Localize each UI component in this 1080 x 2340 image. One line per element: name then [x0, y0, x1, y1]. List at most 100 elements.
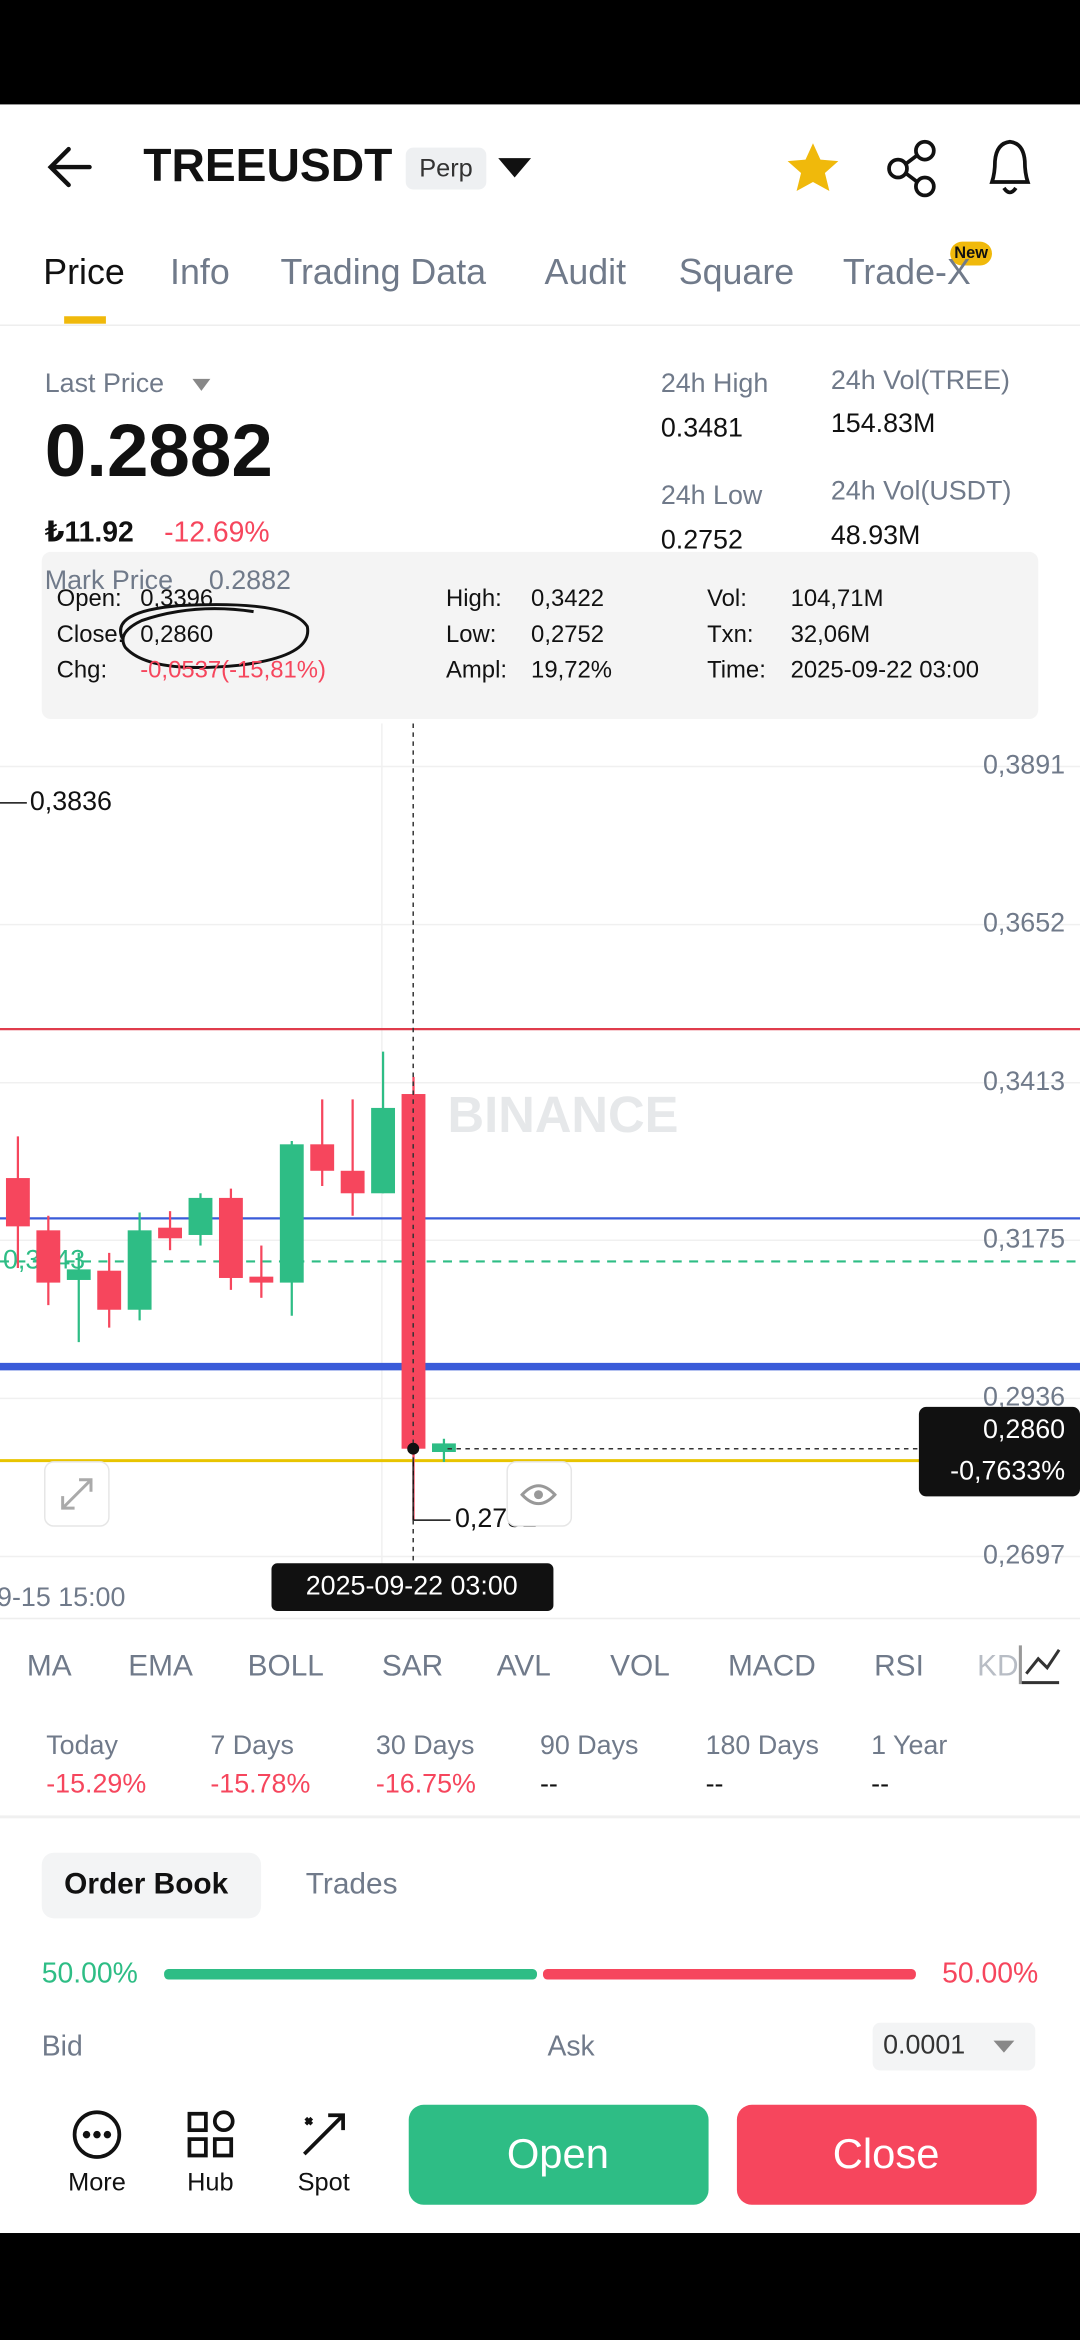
indicator-tab[interactable]: BOLL	[248, 1650, 324, 1683]
price-change: -12.69%	[164, 517, 270, 549]
period-change: -15.78%	[210, 1769, 310, 1799]
eye-pupil	[534, 1490, 543, 1500]
period-change: -16.75%	[376, 1769, 476, 1799]
stat-label: 24h High	[661, 368, 768, 398]
candle-body	[127, 1230, 152, 1310]
expand-icon	[61, 1478, 93, 1510]
period-label: 180 Days	[706, 1730, 819, 1760]
orderbook-tab[interactable]: Order Book	[64, 1867, 228, 1900]
y-tick-label: 0,3413	[983, 1066, 1065, 1096]
period-change: --	[706, 1769, 724, 1799]
tooltip-value: 0,2860	[140, 621, 213, 648]
period-change: --	[871, 1769, 889, 1799]
indicator-tab[interactable]: EMA	[128, 1650, 193, 1683]
indicator-tab[interactable]: MA	[27, 1650, 72, 1683]
open-label[interactable]: Open	[507, 2130, 609, 2177]
tooltip-label: Close:	[57, 621, 125, 648]
tooltip-box	[41, 551, 1039, 720]
indicator-tab[interactable]: VOL	[610, 1650, 670, 1683]
precision-pill[interactable]	[872, 2022, 1036, 2071]
tooltip-value: 0,3396	[140, 585, 213, 612]
tab[interactable]: Trading Data	[280, 252, 486, 292]
precision-caret	[993, 2040, 1015, 2053]
last-price-caret	[192, 378, 211, 391]
open-button[interactable]	[408, 2104, 709, 2205]
bell-icon[interactable]	[989, 139, 1031, 195]
tab[interactable]: Price	[43, 252, 125, 292]
tooltip-label: Vol:	[707, 585, 747, 612]
tab[interactable]: Info	[170, 252, 230, 292]
share-icon[interactable]	[887, 139, 936, 198]
watermark: BINANCE	[448, 1086, 679, 1143]
indicator-fade	[977, 1637, 1022, 1698]
nav-bar	[0, 2233, 1080, 2340]
tooltip-value: 2025-09-22 03:00	[791, 657, 979, 684]
tab[interactable]: Square	[679, 252, 794, 292]
stat-value: 48.93M	[831, 520, 921, 550]
stat-value: 154.83M	[831, 408, 935, 438]
crosshair-time: 2025-09-22 03:00	[306, 1570, 518, 1600]
candle-body	[371, 1107, 396, 1194]
tab[interactable]: Trade-X	[843, 252, 971, 292]
badge-bg	[405, 147, 487, 190]
stat-value: 0.3481	[661, 413, 743, 443]
period-label: 90 Days	[540, 1730, 638, 1760]
indicator-tab[interactable]: SAR	[382, 1650, 443, 1683]
mark-price: 0.2882	[209, 565, 291, 595]
candle-body	[36, 1230, 61, 1283]
hand-drawn-circle	[119, 603, 310, 670]
stat-label: 24h Vol(USDT)	[831, 475, 1012, 505]
indicator-tab[interactable]: AVL	[497, 1650, 551, 1683]
period-change: -15.29%	[46, 1769, 146, 1799]
nav-label[interactable]: Hub	[187, 2169, 234, 2197]
tooltip-label: Low:	[446, 621, 496, 648]
tab-badge: New	[954, 244, 988, 262]
hub-icon[interactable]	[187, 2110, 235, 2158]
tooltip-value: 0,2752	[531, 621, 604, 648]
period-change: --	[540, 1769, 558, 1799]
spot-icon[interactable]	[302, 2113, 345, 2156]
nav-label[interactable]: More	[68, 2169, 126, 2197]
x-tick-label: 9-15 15:00	[0, 1582, 125, 1612]
star-icon[interactable]	[787, 143, 839, 191]
close-button[interactable]	[736, 2104, 1037, 2205]
tooltip-value: 19,72%	[531, 657, 612, 684]
candle-body	[340, 1170, 365, 1194]
dropdown-icon[interactable]	[498, 158, 532, 178]
trades-tab[interactable]: Trades	[306, 1867, 398, 1900]
tooltip-value: 0,3422	[531, 585, 604, 612]
tooltip-label: Txn:	[707, 621, 753, 648]
last-price: 0.2882	[45, 408, 273, 492]
status-bar	[0, 0, 1080, 105]
candle-body	[218, 1197, 243, 1278]
candle-body	[97, 1270, 122, 1310]
y-tick-label: 0,2697	[983, 1540, 1065, 1570]
stat-value: 0.2752	[661, 525, 743, 555]
tab[interactable]: Audit	[544, 252, 626, 292]
high-marker-label: 0,3836	[30, 786, 112, 816]
symbol: TREEUSDT	[143, 139, 392, 191]
stat-label: 24h Low	[661, 480, 763, 510]
candle-body	[279, 1144, 304, 1283]
tooltip-value: 32,06M	[791, 621, 871, 648]
more-icon[interactable]	[72, 2110, 122, 2159]
bid-bar	[164, 1969, 538, 1980]
ask-bar	[542, 1969, 916, 1980]
new-badge-bg	[950, 241, 992, 266]
tooltip-label: Open:	[57, 585, 122, 612]
indicator-tab[interactable]: RSI	[874, 1650, 924, 1683]
tooltip-label: Ampl:	[446, 657, 507, 684]
close-label[interactable]: Close	[833, 2130, 940, 2177]
back-icon[interactable]	[47, 146, 92, 188]
indicator-tab[interactable]: MACD	[728, 1650, 816, 1683]
candle-body	[188, 1197, 213, 1235]
ask-label: Ask	[547, 2031, 595, 2063]
period-label: 7 Days	[210, 1730, 294, 1760]
nav-label[interactable]: Spot	[298, 2169, 350, 2197]
candle-body	[432, 1443, 456, 1453]
crosshair-time-box	[271, 1563, 554, 1612]
